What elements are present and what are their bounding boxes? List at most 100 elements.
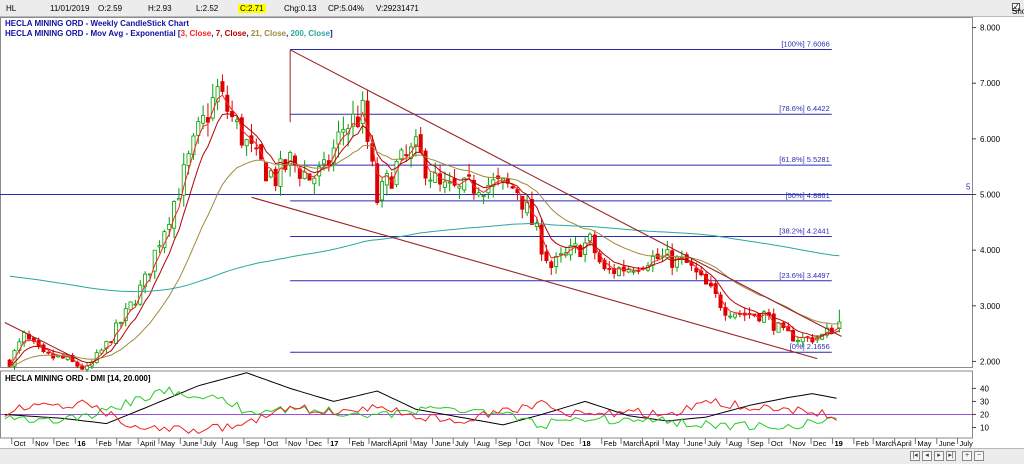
fib-level-label: [50%] 4.8861: [786, 191, 830, 200]
x-axis-label: May: [413, 439, 427, 448]
chart-area[interactable]: 8.000 7.000 6.000 5.000 4.000 3.000 2.000 40 30 2…: [0, 17, 1024, 448]
candle-body: [631, 270, 636, 273]
candle-body: [123, 308, 128, 321]
candle-body: [80, 365, 85, 370]
x-axis-label: Nov: [35, 439, 49, 448]
trendline: [251, 196, 818, 360]
x-axis-label: 16: [77, 439, 85, 448]
x-axis-label: Feb: [352, 439, 365, 448]
show-last-checkbox[interactable]: ✓: [1012, 2, 1020, 11]
candle-body: [302, 171, 307, 180]
trendline: [289, 49, 842, 337]
ema-legend: HECLA MINING ORD - Mov Avg - Exponential…: [5, 29, 333, 38]
x-axis-label: 18: [582, 439, 590, 448]
candle-body: [312, 177, 317, 185]
candle-body: [268, 170, 273, 178]
candle-body: [452, 178, 457, 186]
candle-body: [143, 273, 148, 288]
minus-di-line: [4, 397, 837, 434]
candle-body: [351, 113, 356, 127]
candle-body: [824, 327, 829, 336]
price-y-tick-label: 4.000: [980, 246, 1001, 255]
adx-line: [4, 372, 837, 426]
x-axis-label: Oct: [771, 439, 784, 448]
dmi-panel-frame: [0, 370, 973, 439]
fib-level-label: [78.6%] 6.4422: [779, 104, 829, 113]
candle-body: [46, 351, 51, 354]
zoom-in-icon[interactable]: +: [962, 451, 972, 461]
candle-body: [481, 195, 486, 198]
candle-body: [307, 173, 312, 181]
candle-body: [346, 128, 351, 135]
candle-body: [776, 322, 781, 333]
x-axis-label: 19: [834, 439, 842, 448]
x-axis-label: Nov: [792, 439, 806, 448]
x-axis-label: Sep: [498, 439, 511, 448]
low-value: L:2.52: [196, 4, 219, 13]
candle-body: [520, 195, 525, 210]
candle-body: [428, 179, 433, 182]
candle-body: [525, 202, 530, 214]
candle-body: [118, 321, 123, 324]
price-y-tick-label: 6.000: [980, 135, 1001, 144]
candle-body: [157, 245, 162, 248]
candle-body: [694, 267, 699, 273]
fib-level-label: [100%] 7.6066: [781, 39, 829, 48]
x-axis-label: April: [392, 439, 407, 448]
x-axis-label: March: [623, 439, 644, 448]
candle-body: [380, 181, 385, 201]
x-axis-label: Mar: [119, 439, 132, 448]
x-axis-label: May: [917, 439, 931, 448]
last-icon[interactable]: ▸|: [946, 451, 956, 461]
candle-body: [263, 162, 268, 182]
candle-body: [723, 306, 728, 316]
candle-body: [837, 321, 842, 330]
x-axis-label: July: [707, 439, 721, 448]
price-y-tick-label: 8.000: [980, 24, 1001, 33]
zoom-out-icon[interactable]: −: [974, 451, 984, 461]
candle-body: [31, 337, 36, 342]
candle-body: [128, 301, 133, 311]
candle-body: [201, 115, 206, 124]
price-y-tick-label: 3.000: [980, 302, 1001, 311]
show-last-label: Show Last: [1012, 7, 1024, 16]
candle-body: [587, 233, 592, 242]
candle-body: [215, 86, 220, 103]
candle-body: [476, 192, 481, 196]
candle-body: [254, 147, 259, 150]
fib-level-label: [38.2%] 4.2441: [779, 227, 829, 236]
candle-body: [467, 174, 472, 177]
candle-body: [341, 129, 346, 133]
dmi-y-tick-label: 30: [980, 397, 989, 406]
candle-body: [626, 268, 631, 273]
first-icon[interactable]: |◂: [910, 451, 920, 461]
x-axis-label: Nov: [540, 439, 554, 448]
x-axis-label: Feb: [856, 439, 869, 448]
next-icon[interactable]: ▸: [934, 451, 944, 461]
prev-icon[interactable]: ◂: [922, 451, 932, 461]
date-label: 11/01/2019: [50, 4, 90, 13]
show-last-toggle[interactable]: ✓ Show Last: [1012, 2, 1024, 16]
close-value: C:2.71: [238, 4, 266, 13]
x-axis-label: July: [959, 439, 973, 448]
candle-body: [220, 81, 225, 92]
x-axis-label: June: [939, 439, 955, 448]
candle-body: [321, 159, 326, 165]
candle-body: [554, 255, 559, 267]
candle-body: [288, 152, 293, 166]
dmi-y-tick-label: 20: [980, 410, 989, 419]
candle-body: [196, 121, 201, 136]
fib-level-label: [23.6%] 3.4497: [779, 271, 829, 280]
candle-body: [607, 268, 612, 270]
x-axis-label: April: [140, 439, 155, 448]
candle-body: [549, 261, 554, 268]
candle-body: [404, 154, 409, 156]
x-axis-label: Oct: [14, 439, 27, 448]
x-axis-label: Sep: [750, 439, 763, 448]
x-axis-label: April: [644, 439, 659, 448]
candle-body: [462, 177, 467, 191]
candle-body: [394, 160, 399, 186]
candle-body: [186, 153, 191, 166]
x-axis-label: April: [897, 439, 912, 448]
x-axis-label: Sep: [246, 439, 259, 448]
